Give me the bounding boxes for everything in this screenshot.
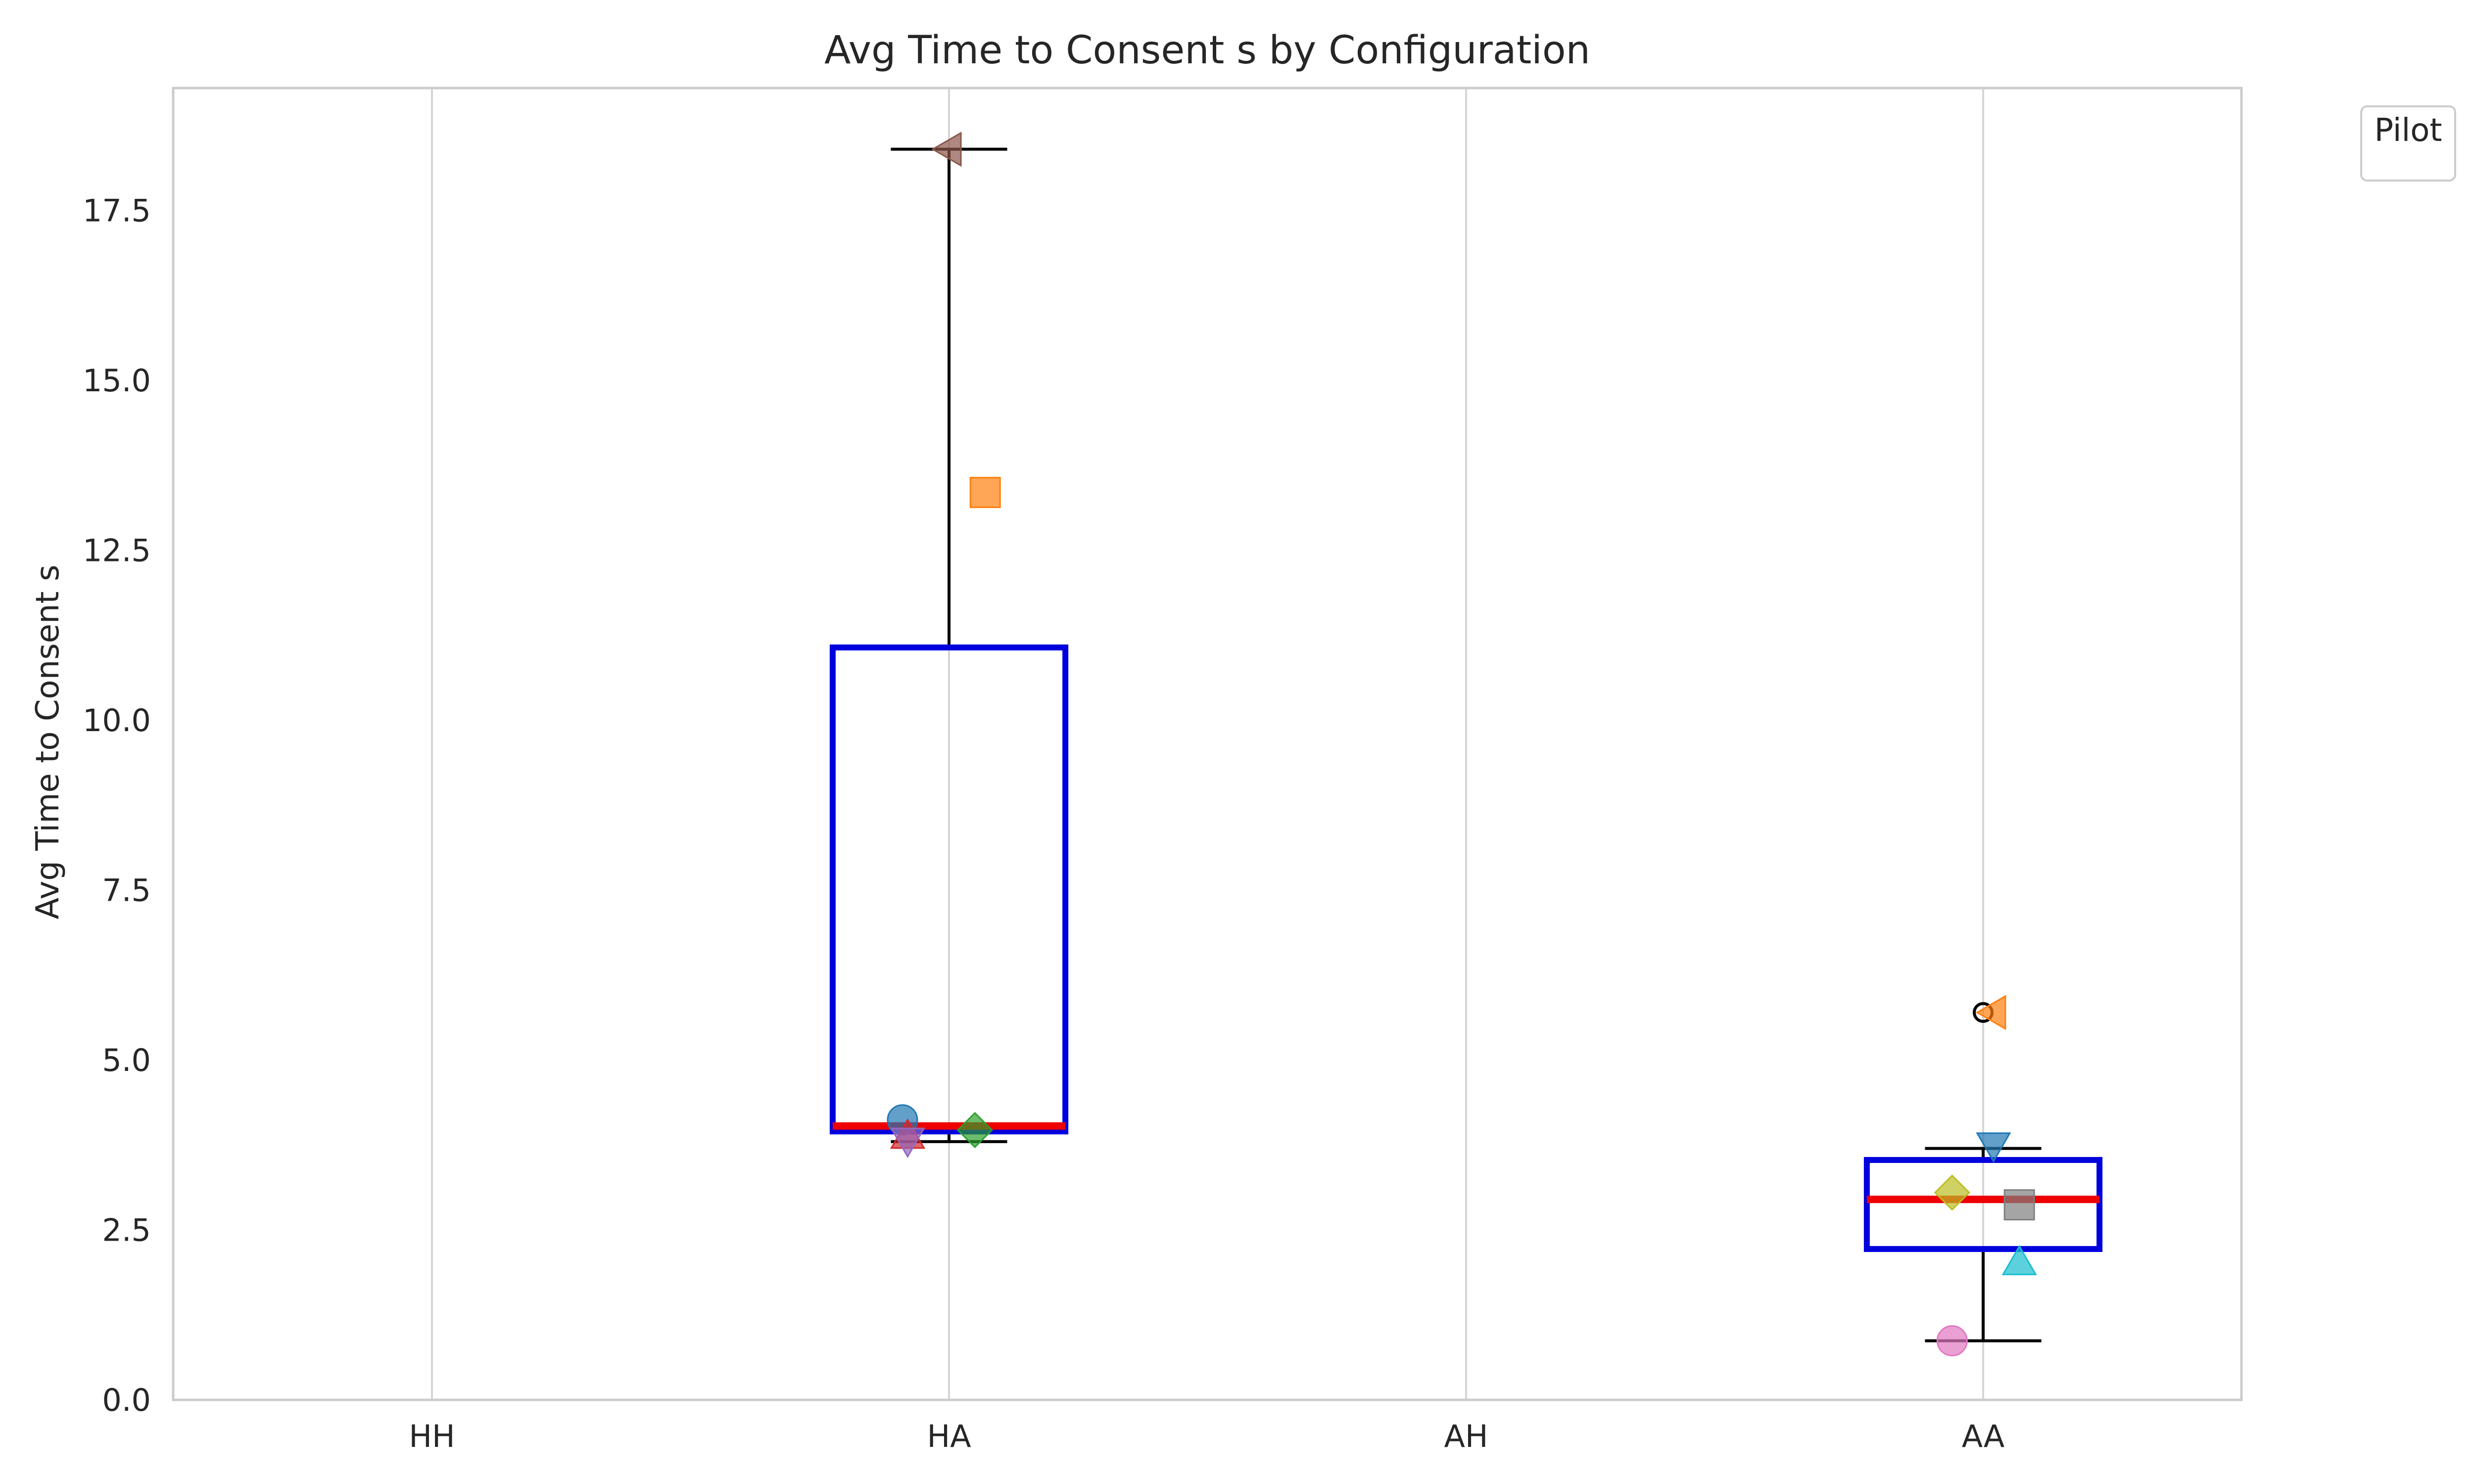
y-tick-label: 17.5 [83,192,151,229]
points-layer [887,132,2037,1356]
plot-frame [172,87,2243,1401]
y-tick-label: 5.0 [102,1042,151,1078]
data-point [890,1127,926,1159]
y-tick-label: 7.5 [102,872,151,908]
data-point [2003,1189,2035,1221]
data-point [1936,1325,1968,1356]
data-point [2001,1245,2037,1275]
y-tick-label: 10.0 [83,702,151,739]
data-point [1975,995,2006,1030]
box-ha [829,147,1069,1143]
x-tick-label-ha: HA [927,1418,971,1454]
y-axis-label: Avg Time to Consent s [30,565,66,920]
legend-title: Pilot [2375,112,2442,149]
data-point [956,1112,993,1149]
x-tick-label-hh: HH [409,1418,455,1454]
box-iqr [829,644,1069,1135]
data-point [931,132,962,167]
x-tick-label-aa: AA [1962,1418,2005,1454]
y-tick-label: 0.0 [102,1382,151,1418]
box-iqr [1863,1157,2103,1252]
data-point [1976,1132,2011,1163]
chart-title: Avg Time to Consent s by Configuration [824,28,1590,73]
tick-labels: HH HA AH AA 0.0 2.5 5.0 7.5 10.0 12.5 15.0 17.5 [83,192,2004,1454]
data-point [969,477,1001,509]
legend: Pilot [2360,105,2456,182]
data-point [1934,1174,1970,1211]
y-tick-label: 12.5 [83,532,151,568]
x-tick-label-ah: AH [1444,1418,1488,1454]
y-tick-label: 2.5 [102,1212,151,1248]
legend-frame [2360,105,2456,182]
y-tick-label: 15.0 [83,363,151,399]
